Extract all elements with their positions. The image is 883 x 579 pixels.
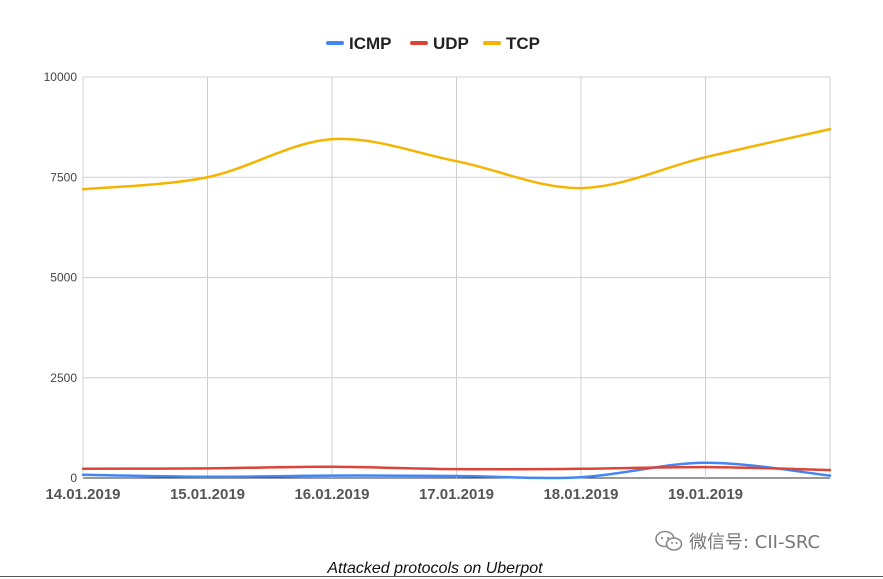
legend-label-udp: UDP	[433, 34, 469, 53]
wechat-icon	[655, 530, 683, 551]
legend-label-icmp: ICMP	[349, 34, 392, 53]
y-tick-label: 2500	[50, 371, 77, 385]
y-tick-label: 0	[70, 471, 77, 485]
chart-caption: Attacked protocols on Uberpot	[327, 560, 543, 577]
watermark-text: 微信号: CII-SRC	[689, 532, 821, 553]
series-line-icmp	[81, 461, 832, 480]
legend: ICMP UDP TCP	[326, 34, 540, 53]
x-tick-label: 15.01.2019	[170, 486, 245, 503]
x-tick-label: 14.01.2019	[45, 486, 120, 503]
divider	[0, 576, 883, 577]
x-tick-label: 18.01.2019	[543, 486, 618, 503]
x-tick-label: 16.01.2019	[294, 486, 369, 503]
x-tick-label: 19.01.2019	[668, 486, 743, 503]
y-tick-label: 7500	[50, 170, 77, 184]
watermark: 微信号: CII-SRC	[655, 528, 820, 554]
series-line-udp	[81, 465, 832, 472]
legend-label-tcp: TCP	[506, 34, 540, 53]
x-axis: 14.01.2019 15.01.2019 16.01.2019 17.01.2019…	[45, 486, 743, 503]
grid	[82, 76, 831, 479]
y-axis: 10000 7500 5000 2500 0	[44, 70, 78, 485]
x-tick-label: 17.01.2019	[419, 486, 494, 503]
series-line-tcp	[81, 127, 832, 191]
series-lines	[81, 127, 832, 480]
y-tick-label: 5000	[50, 271, 77, 285]
y-tick-label: 10000	[44, 70, 78, 84]
